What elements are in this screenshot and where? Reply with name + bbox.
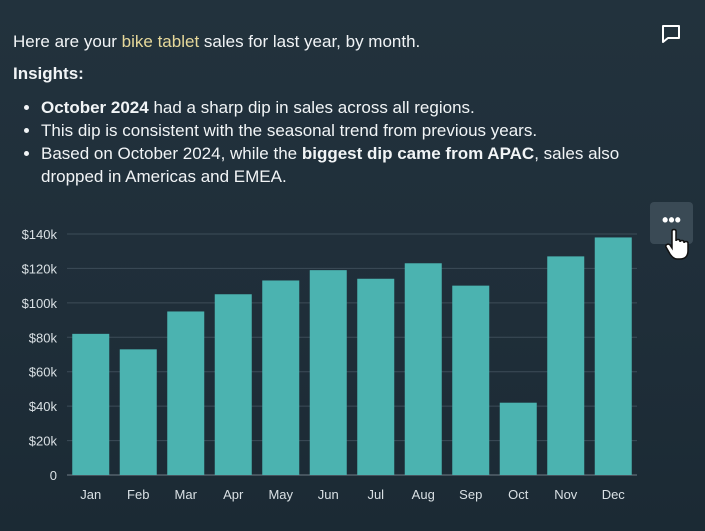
x-tick-label: Mar bbox=[175, 487, 198, 502]
y-tick-label: 0 bbox=[50, 468, 57, 483]
hand-pointer-icon bbox=[665, 228, 689, 260]
x-tick-label: Jan bbox=[80, 487, 101, 502]
comment-icon[interactable] bbox=[660, 23, 682, 45]
x-tick-label: Sep bbox=[459, 487, 482, 502]
bar-oct bbox=[499, 402, 537, 475]
y-tick-label: $120k bbox=[22, 261, 58, 276]
y-tick-label: $40k bbox=[29, 399, 58, 414]
bar-jan bbox=[72, 333, 110, 475]
y-tick-label: $140k bbox=[22, 227, 58, 242]
x-tick-label: Apr bbox=[223, 487, 244, 502]
x-tick-label: Oct bbox=[508, 487, 529, 502]
x-tick-label: Aug bbox=[412, 487, 435, 502]
bar-aug bbox=[404, 263, 442, 475]
x-tick-label: Feb bbox=[127, 487, 149, 502]
y-tick-label: $60k bbox=[29, 365, 58, 380]
insights-list: October 2024 had a sharp dip in sales ac… bbox=[14, 96, 681, 188]
x-tick-label: May bbox=[268, 487, 293, 502]
bar-mar bbox=[167, 311, 205, 475]
x-tick-label: Dec bbox=[602, 487, 626, 502]
insights-heading: Insights: bbox=[13, 64, 84, 83]
x-tick-label: Jun bbox=[318, 487, 339, 502]
bar-dec bbox=[594, 237, 632, 475]
insight-item: Based on October 2024, while the biggest… bbox=[41, 142, 681, 188]
y-tick-label: $100k bbox=[22, 296, 58, 311]
bar-jul bbox=[357, 278, 395, 475]
bar-feb bbox=[119, 349, 157, 475]
x-tick-label: Nov bbox=[554, 487, 578, 502]
bar-nov bbox=[547, 256, 585, 475]
y-tick-label: $20k bbox=[29, 434, 58, 449]
bar-apr bbox=[214, 294, 252, 475]
product-highlight: bike tablet bbox=[121, 32, 200, 51]
bar-may bbox=[262, 280, 300, 475]
bar-sep bbox=[452, 285, 490, 475]
insight-item: October 2024 had a sharp dip in sales ac… bbox=[41, 96, 681, 119]
x-tick-label: Jul bbox=[367, 487, 384, 502]
intro-text: Here are your bike tablet sales for last… bbox=[13, 32, 421, 51]
bar-jun bbox=[309, 270, 347, 475]
y-tick-label: $80k bbox=[29, 330, 58, 345]
insight-item: This dip is consistent with the seasonal… bbox=[41, 119, 681, 142]
